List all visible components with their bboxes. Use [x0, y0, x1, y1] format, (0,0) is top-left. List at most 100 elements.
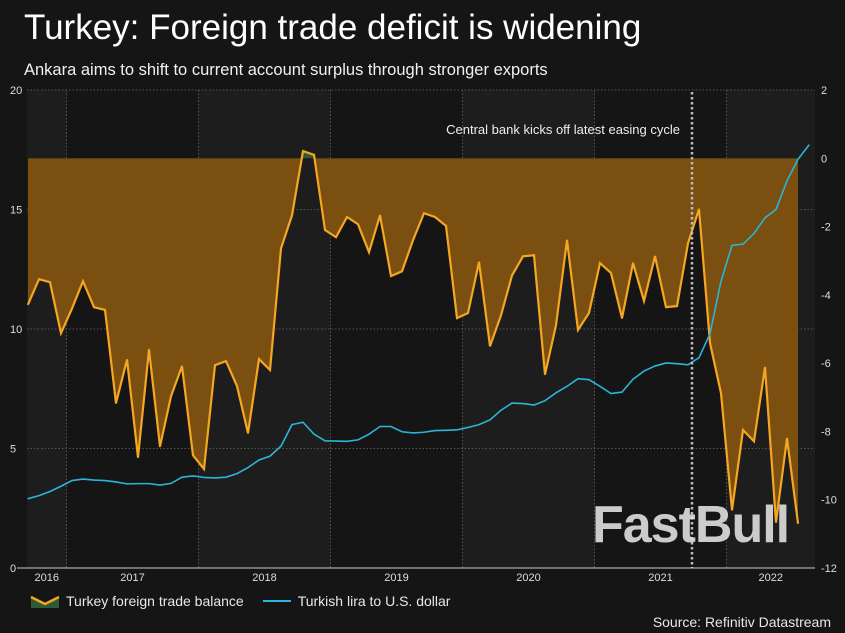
- trade-balance-point: [225, 360, 227, 362]
- trade-balance-point: [566, 239, 568, 242]
- trade-balance-point: [379, 214, 381, 217]
- lira-usd-point: [665, 362, 667, 364]
- trade-balance-point: [170, 395, 172, 398]
- left-tick-label: 5: [10, 444, 16, 456]
- trade-balance-point: [313, 154, 315, 156]
- trade-balance-point: [126, 358, 128, 361]
- lira-usd-point: [709, 333, 711, 335]
- trade-balance-point: [643, 300, 645, 302]
- lira-usd-point: [291, 424, 293, 426]
- lira-usd-point: [610, 392, 612, 395]
- lira-usd-point: [38, 494, 40, 497]
- right-tick-label: -2: [821, 222, 831, 234]
- trade-balance-point: [269, 369, 271, 371]
- trade-balance-point: [478, 261, 480, 263]
- lira-usd-point: [148, 483, 150, 485]
- trade-balance-point: [665, 306, 667, 308]
- lira-usd-point: [720, 280, 722, 282]
- lira-usd-point: [214, 477, 216, 479]
- lira-usd-point: [467, 426, 469, 429]
- lira-usd-point: [742, 243, 744, 245]
- lira-usd-point: [236, 472, 238, 475]
- trade-balance-point: [203, 468, 205, 470]
- lira-usd-point: [357, 439, 359, 441]
- lira-usd-point: [368, 433, 370, 435]
- lira-usd-point: [522, 402, 524, 405]
- trade-balance-point: [401, 270, 403, 273]
- trade-balance-point: [555, 324, 557, 327]
- x-tick-label: 2017: [120, 572, 144, 584]
- trade-balance-point: [258, 358, 260, 360]
- lira-usd-point: [126, 483, 128, 485]
- lira-usd-point: [511, 402, 513, 404]
- trade-balance-point: [423, 212, 425, 215]
- lira-usd-point: [280, 445, 282, 447]
- lira-usd-point: [170, 482, 172, 484]
- trade-balance-point: [533, 254, 535, 257]
- trade-balance-point: [599, 262, 601, 264]
- lira-usd-point: [786, 180, 788, 182]
- trade-balance-point: [489, 345, 491, 347]
- x-tick-label: 2021: [648, 572, 672, 584]
- trade-balance-point: [302, 150, 304, 152]
- trade-balance-point: [82, 280, 84, 283]
- lira-usd-point: [500, 409, 502, 411]
- area-swatch-icon: [30, 595, 60, 608]
- lira-usd-point: [533, 404, 535, 406]
- legend-item-lira: Turkish lira to U.S. dollar: [262, 593, 450, 609]
- trade-balance-point: [797, 522, 799, 525]
- trade-balance-point: [346, 216, 348, 218]
- trade-balance-point: [764, 366, 766, 369]
- trade-balance-point: [71, 307, 73, 310]
- trade-balance-point: [456, 317, 458, 319]
- right-tick-label: -10: [821, 495, 837, 507]
- trade-balance-point: [500, 314, 502, 317]
- trade-balance-point: [291, 214, 293, 217]
- lira-usd-point: [698, 357, 700, 359]
- right-tick-label: -4: [821, 290, 831, 302]
- lira-usd-point: [577, 378, 579, 380]
- trade-balance-point: [104, 309, 106, 311]
- lira-usd-point: [324, 440, 326, 442]
- lira-usd-point: [60, 485, 62, 487]
- lira-usd-point: [379, 425, 381, 428]
- lira-usd-point: [588, 379, 590, 381]
- right-tick-label: -6: [821, 358, 831, 370]
- trade-balance-point: [390, 275, 392, 277]
- trade-balance-point: [247, 432, 249, 434]
- lira-usd-point: [302, 421, 304, 423]
- lira-usd-point: [544, 400, 546, 402]
- chart-title: Turkey: Foreign trade deficit is widenin…: [24, 8, 642, 47]
- trade-balance-point: [357, 223, 359, 225]
- lira-usd-point: [566, 385, 568, 387]
- lira-usd-point: [346, 440, 348, 442]
- lira-usd-point: [104, 479, 106, 482]
- lira-usd-point: [27, 498, 29, 500]
- trade-balance-point: [192, 454, 194, 457]
- trade-balance-point: [27, 303, 29, 306]
- lira-usd-point: [335, 440, 337, 442]
- trade-balance-point: [588, 312, 590, 314]
- lira-usd-point: [401, 431, 403, 433]
- lira-usd-point: [115, 481, 117, 483]
- trade-balance-point: [159, 445, 161, 448]
- lira-usd-point: [797, 158, 799, 160]
- trade-balance-point: [742, 429, 744, 431]
- lira-usd-point: [676, 363, 678, 365]
- left-tick-label: 0: [10, 563, 16, 575]
- trade-balance-point: [621, 317, 623, 319]
- lira-usd-point: [159, 484, 161, 486]
- lira-usd-point: [269, 455, 271, 457]
- lira-usd-point: [137, 483, 139, 485]
- lira-usd-point: [93, 479, 95, 481]
- trade-balance-point: [786, 437, 788, 440]
- fastbull-watermark: FastBull: [592, 496, 790, 554]
- trade-balance-point: [511, 274, 513, 277]
- trade-balance-point: [698, 208, 700, 210]
- lira-usd-point: [71, 479, 73, 482]
- trade-balance-point: [280, 247, 282, 250]
- trade-balance-point: [467, 312, 469, 314]
- lira-usd-point: [258, 459, 260, 461]
- trade-balance-point: [137, 456, 139, 459]
